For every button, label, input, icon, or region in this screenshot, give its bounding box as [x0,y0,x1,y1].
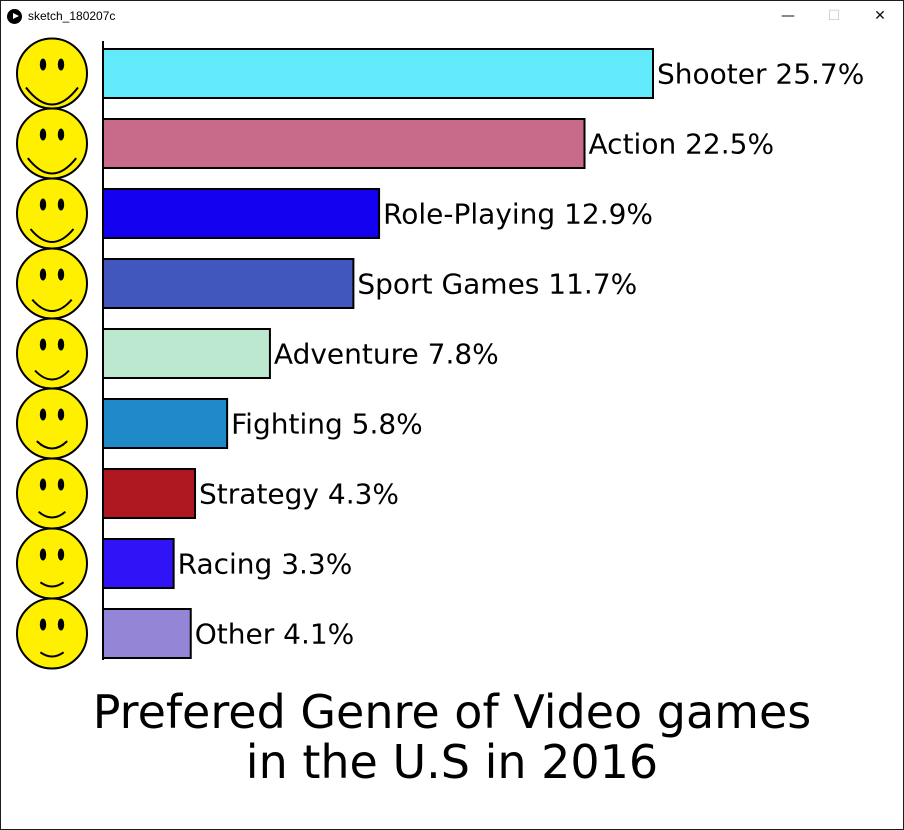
bar-label: Adventure 7.8% [274,338,499,371]
smiley-left-eye [39,478,47,491]
bar [102,608,192,659]
minimize-button[interactable]: — [781,8,795,24]
bar-row: Other 4.1% [16,597,355,670]
smiley-mouth [36,440,68,450]
smiley-face [16,107,88,180]
smiley-right-eye [57,478,65,491]
chart-title: Prefered Genre of Video games in the U.S… [1,687,903,787]
bar [102,258,355,309]
smiley-mouth [34,369,70,381]
smiley-icon [16,37,88,110]
chart-title-line1: Prefered Genre of Video games [92,685,812,739]
bar-label: Other 4.1% [195,618,355,651]
bar-label: Fighting 5.8% [231,408,423,441]
smiley-left-eye [39,618,47,631]
smiley-face [16,37,88,110]
smiley-left-eye [39,128,47,141]
bar-row: Fighting 5.8% [16,387,423,460]
bar [102,48,654,99]
bar-row: Strategy 4.3% [16,457,399,530]
smiley-icon [16,107,88,180]
smiley-mouth [37,510,67,519]
window-controls: — ☐ ✕ [765,1,903,31]
smiley-icon [16,597,88,670]
bar [102,328,271,379]
smiley-mouth [29,228,75,243]
bar-label: Shooter 25.7% [657,58,864,91]
smiley-mouth [39,651,65,658]
smiley-face [16,247,88,320]
smiley-face [16,597,88,670]
smiley-left-eye [39,338,47,351]
smiley-face [16,177,88,250]
bar-chart: Shooter 25.7% Action 22.5% Role-Playing 12… [16,37,864,670]
bar-label: Action 22.5% [589,128,775,161]
title-bar[interactable]: sketch_180207c — ☐ ✕ [1,1,903,31]
app-play-icon [7,8,22,24]
close-button[interactable]: ✕ [874,8,886,24]
smiley-right-eye [57,198,65,211]
bar-row: Racing 3.3% [16,527,353,600]
window-title: sketch_180207c [28,9,116,23]
smiley-left-eye [39,548,47,561]
bar-row: Adventure 7.8% [16,317,499,390]
smiley-icon [16,177,88,250]
bar-row: Role-Playing 12.9% [16,177,653,250]
smiley-right-eye [57,618,65,631]
smiley-mouth [39,581,65,588]
bar-label: Sport Games 11.7% [357,268,637,301]
bar [102,538,175,589]
smiley-mouth [27,157,77,175]
smiley-right-eye [57,128,65,141]
smiley-right-eye [57,338,65,351]
smiley-icon [16,317,88,390]
bar-row: Shooter 25.7% [16,37,864,110]
smiley-face [16,527,88,600]
bar-label: Strategy 4.3% [199,478,399,511]
maximize-button[interactable]: ☐ [827,8,841,24]
smiley-icon [16,247,88,320]
bar-label: Racing 3.3% [178,548,353,581]
smiley-mouth [31,298,73,312]
smiley-right-eye [57,548,65,561]
smiley-right-eye [57,58,65,71]
bar [102,398,229,449]
bar [102,118,586,169]
smiley-left-eye [39,408,47,421]
chart-title-line2: in the U.S in 2016 [245,735,659,789]
bar-label: Role-Playing 12.9% [383,198,653,231]
smiley-mouth [25,86,79,106]
sketch-canvas: Shooter 25.7% Action 22.5% Role-Playing 12… [1,31,903,829]
bar [102,468,197,519]
smiley-left-eye [39,198,47,211]
smiley-icon [16,387,88,460]
bar-row: Sport Games 11.7% [16,247,637,320]
smiley-left-eye [39,58,47,71]
smiley-icon [16,527,88,600]
smiley-face [16,317,88,390]
smiley-icon [16,457,88,530]
smiley-left-eye [39,268,47,281]
smiley-right-eye [57,408,65,421]
smiley-right-eye [57,268,65,281]
bar [102,188,381,239]
bar-row: Action 22.5% [16,107,775,180]
